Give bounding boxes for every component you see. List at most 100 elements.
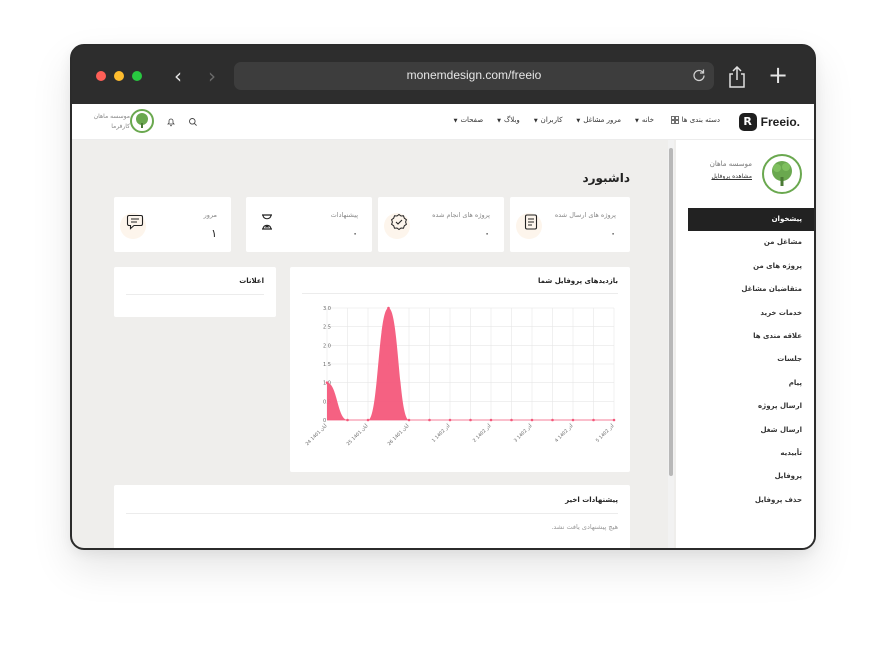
data-point [448,418,452,422]
stat-label: پیشنهادات [330,211,358,219]
menu-item-users[interactable]: کاربران▼ [534,116,563,124]
maximize-window-button[interactable] [132,71,142,81]
stat-card-views: مرور ۱ [114,197,231,252]
tree-icon [772,161,792,186]
menu-item-label: صفحات [460,116,484,124]
x-tick-label: 26 آبان 1401 [387,423,411,447]
scrollbar-thumb[interactable] [669,148,673,476]
logo-text: Freeio. [760,115,800,129]
sidebar-item-delete-profile[interactable]: حذف پروفایل [754,495,802,504]
data-point [510,418,513,422]
menu-item-pages[interactable]: صفحات▼ [454,116,484,124]
forward-button[interactable]: › [208,64,216,88]
tree-icon [136,113,148,128]
grid-icon [670,116,679,124]
dashboard-sidebar: موسسه ماهان مشاهده پروفایل پیشخوان مشاغل… [676,140,814,548]
data-point [469,418,472,422]
recent-proposals-title: پیشنهادات اخیر [565,496,618,504]
chevron-down-icon: ▼ [453,118,458,124]
bell-icon[interactable] [166,117,176,127]
minimize-window-button[interactable] [114,71,124,81]
view-profile-link[interactable]: مشاهده پروفایل [711,173,752,180]
stat-icon-background [384,213,410,239]
sidebar-item-profile[interactable]: پروفایل [774,472,802,481]
chevron-down-icon: ▼ [576,118,581,124]
stat-value: ۰ [610,227,616,240]
sidebar-item-dashboard[interactable]: پیشخوان [688,208,814,232]
sidebar-menu: پیشخوان مشاغل من پروژه های من متقاضیان م… [688,208,814,512]
site-header: R Freeio. دسته بندی ها خانه▼ مرور مشاغل▼… [72,104,814,140]
back-button[interactable]: ‹ [174,64,182,88]
menu-item-blog[interactable]: وبلاگ▼ [497,116,520,124]
search-icon[interactable] [188,117,198,127]
sidebar-item-meetings[interactable]: جلسات [777,355,802,364]
page-scrollbar[interactable] [668,140,674,548]
divider [126,513,618,514]
x-tick-label: 1 آذر 1402 [431,423,452,444]
data-point [612,418,616,422]
data-point [387,306,390,310]
user-role: کارفرما [111,123,130,130]
sidebar-item-my-jobs[interactable]: مشاغل من [763,238,802,247]
data-point [571,418,575,422]
data-point [551,418,554,422]
hourglass-icon [262,214,272,230]
sidebar-item-post-project[interactable]: ارسال پروژه [758,402,802,411]
categories-menu[interactable]: دسته بندی ها [670,116,720,124]
check-badge-icon [391,213,407,231]
stat-label: پروژه های انجام شده [432,211,490,219]
page-title: داشبورد [582,171,630,185]
share-icon[interactable] [728,66,746,88]
notifications-card: اعلانات [114,267,276,317]
x-tick-label: 3 آذر 1402 [513,423,534,444]
recent-proposals-card: پیشنهادات اخیر هیچ پیشنهادی یافت نشد. [114,485,630,548]
profile-views-card: بازدیدهای پروفایل شما 00.51.01.52.02.53.… [290,267,630,472]
categories-label: دسته بندی ها [681,116,720,124]
menu-item-browse-jobs[interactable]: مرور مشاغل▼ [576,116,621,124]
sidebar-item-favorites[interactable]: علاقه مندی ها [753,331,802,340]
stat-card-completed-projects: پروژه های انجام شده ۰ [378,197,504,252]
data-point [366,418,370,422]
reload-icon[interactable] [692,68,706,82]
data-point [346,418,349,422]
profile-avatar[interactable] [762,154,802,194]
sidebar-item-my-projects[interactable]: پروژه های من [753,261,802,270]
user-name-block[interactable]: موسسه ماهان کارفرما [86,112,130,132]
data-point [592,418,595,422]
site-logo[interactable]: R Freeio. [738,113,800,131]
stat-icon-background [516,213,542,239]
divider [126,294,264,295]
data-point [325,381,329,384]
chevron-down-icon: ▼ [634,118,639,124]
data-point [530,418,534,422]
address-bar[interactable]: monemdesign.com/freeio [234,62,714,90]
x-tick-label: 2 آذر 1402 [472,423,493,444]
sidebar-item-applicants[interactable]: متقاضیان مشاغل [741,285,802,294]
notifications-title: اعلانات [239,277,264,285]
main-menu: خانه▼ مرور مشاغل▼ کاربران▼ وبلاگ▼ صفحات▼ [454,116,654,124]
stat-card-proposals: پیشنهادات ۰ [246,197,372,252]
url-text: monemdesign.com/freeio [406,68,542,82]
x-tick-label: 4 آذر 1402 [554,423,575,444]
new-tab-button[interactable]: + [768,61,789,89]
menu-item-home[interactable]: خانه▼ [635,116,654,124]
document-icon [524,214,538,230]
views-area-series [327,308,614,420]
data-point [489,418,493,422]
sidebar-item-purchased-services[interactable]: خدمات خرید [760,308,802,317]
user-avatar[interactable] [130,109,154,133]
stat-label: پروژه های ارسال شده [554,211,616,219]
stat-card-posted-projects: پروژه های ارسال شده ۰ [510,197,630,252]
stat-value: ۱ [211,227,217,240]
sidebar-item-post-job[interactable]: ارسال شغل [760,425,802,434]
x-tick-label: 25 آبان 1401 [346,423,370,447]
x-tick-label: 5 آذر 1402 [595,423,616,444]
chevron-down-icon: ▼ [533,118,538,124]
stat-label: مرور [203,211,217,219]
sidebar-item-verification[interactable]: تأییدیه [780,448,802,457]
sidebar-item-messages[interactable]: پیام [788,378,802,387]
close-window-button[interactable] [96,71,106,81]
menu-item-label: خانه [641,116,654,124]
browser-window: ‹ › monemdesign.com/freeio + R Freeio. د… [70,44,816,550]
